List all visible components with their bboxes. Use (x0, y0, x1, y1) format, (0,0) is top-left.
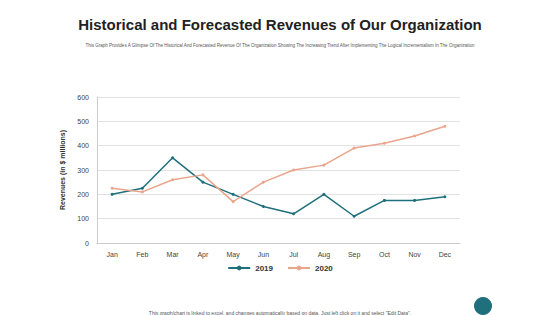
svg-text:Sep: Sep (348, 251, 361, 259)
svg-text:Mar: Mar (167, 251, 180, 258)
svg-text:Aug: Aug (318, 251, 331, 259)
svg-text:This Graph Provides A Glimpse: This Graph Provides A Glimpse Of The His… (86, 43, 475, 48)
svg-text:2019: 2019 (255, 264, 273, 273)
svg-text:Oct: Oct (379, 251, 390, 258)
svg-text:Historical and Forecasted Reve: Historical and Forecasted Revenues of Ou… (78, 16, 481, 33)
svg-text:Jan: Jan (106, 251, 117, 258)
svg-text:0: 0 (85, 240, 89, 247)
svg-text:Jul: Jul (289, 251, 298, 258)
svg-text:Revenues (in $ millions): Revenues (in $ millions) (59, 130, 67, 210)
svg-text:Apr: Apr (197, 251, 209, 259)
svg-text:Dec: Dec (439, 251, 452, 258)
svg-text:Jun: Jun (258, 251, 269, 258)
svg-text:400: 400 (77, 142, 89, 149)
svg-text:600: 600 (77, 94, 89, 101)
svg-text:300: 300 (77, 167, 89, 174)
svg-text:Nov: Nov (408, 251, 421, 258)
svg-text:500: 500 (77, 118, 89, 125)
svg-text:200: 200 (77, 191, 89, 198)
svg-text:100: 100 (77, 215, 89, 222)
svg-text:This graph/chart is linked to: This graph/chart is linked to excel, and… (149, 310, 411, 315)
svg-text:May: May (227, 251, 241, 259)
svg-text:2020: 2020 (315, 264, 333, 273)
svg-text:Feb: Feb (136, 251, 148, 258)
